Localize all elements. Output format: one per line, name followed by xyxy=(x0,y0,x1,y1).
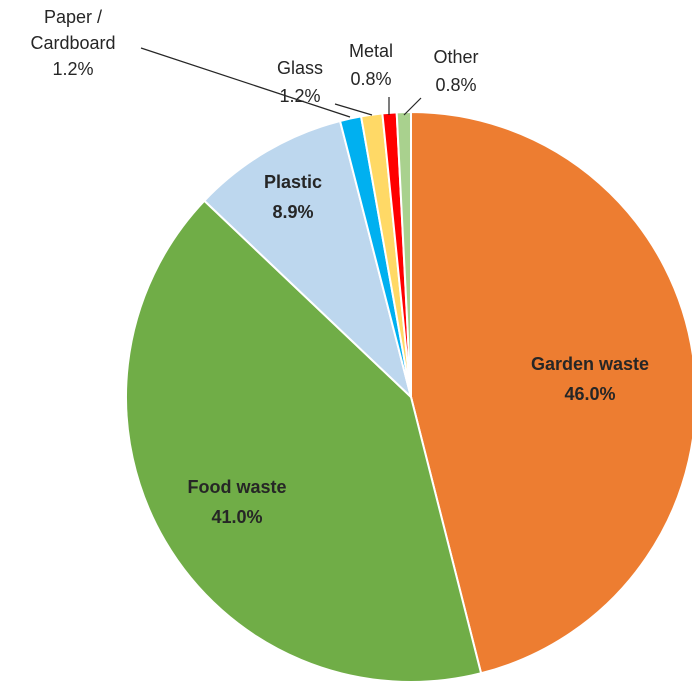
pie-slice-garden-waste xyxy=(410,110,692,675)
slice-percent: 8.9% xyxy=(272,202,313,222)
slice-label-glass: Glass 1.2% xyxy=(277,58,323,106)
slice-percent: 1.2% xyxy=(52,59,93,79)
leader-line-glass xyxy=(334,103,373,116)
leader-lines xyxy=(140,47,422,118)
slice-name: Garden waste xyxy=(531,354,649,374)
slice-label-garden-waste: Garden waste 46.0% xyxy=(531,354,649,404)
slice-name: Metal xyxy=(349,41,393,61)
slice-percent: 0.8% xyxy=(350,69,391,89)
slice-name: Cardboard xyxy=(30,33,115,53)
slice-label-other: Other 0.8% xyxy=(433,47,478,95)
slice-name: Food waste xyxy=(187,477,286,497)
slice-name: Plastic xyxy=(264,172,322,192)
slice-name: Glass xyxy=(277,58,323,78)
slice-name: Paper / xyxy=(44,7,102,27)
pie-slice-food-waste xyxy=(125,199,483,683)
slice-label-food-waste: Food waste 41.0% xyxy=(187,477,286,527)
slice-label-paper-cardboard: Paper / Cardboard 1.2% xyxy=(30,7,115,79)
slice-percent: 46.0% xyxy=(564,384,615,404)
slice-label-metal: Metal 0.8% xyxy=(349,41,393,89)
leader-line-other xyxy=(403,97,422,116)
slice-label-plastic: Plastic 8.9% xyxy=(264,172,322,222)
slice-percent: 1.2% xyxy=(279,86,320,106)
pie-slice-other xyxy=(395,110,412,398)
slice-labels: Garden waste 46.0% Food waste 41.0% Plastic 8… xyxy=(30,7,649,527)
slice-percent: 41.0% xyxy=(211,507,262,527)
slice-percent: 0.8% xyxy=(435,75,476,95)
pie-slices xyxy=(125,110,692,683)
pie-slice-plastic xyxy=(202,119,413,401)
leader-line-paper-cardboard xyxy=(140,47,351,118)
slice-name: Other xyxy=(433,47,478,67)
